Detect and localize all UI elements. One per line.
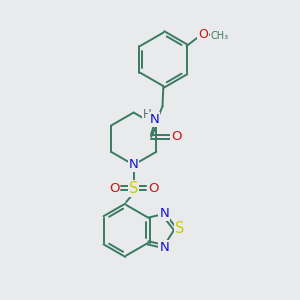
Text: H: H — [143, 108, 152, 121]
Text: N: N — [149, 113, 159, 126]
Text: S: S — [129, 181, 138, 196]
Text: N: N — [159, 207, 169, 220]
Text: S: S — [175, 221, 184, 236]
Text: O: O — [109, 182, 119, 194]
Text: O: O — [198, 28, 208, 41]
Text: N: N — [129, 158, 139, 171]
Text: O: O — [171, 130, 181, 143]
Text: O: O — [148, 182, 158, 194]
Text: N: N — [159, 241, 169, 254]
Text: CH₃: CH₃ — [211, 31, 229, 41]
